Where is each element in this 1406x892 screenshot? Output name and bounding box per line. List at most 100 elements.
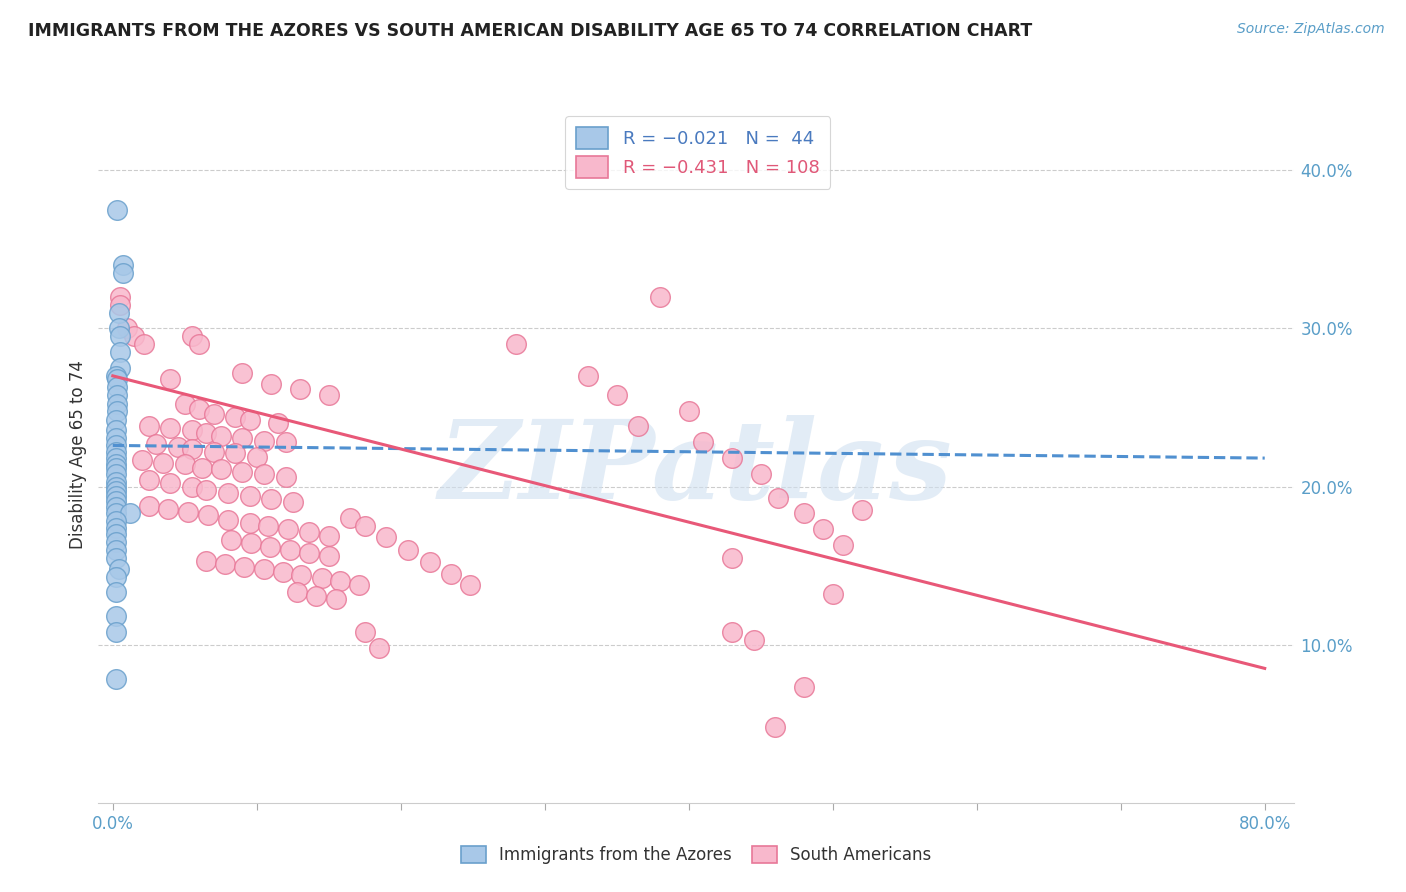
Point: [105, 403, 128, 417]
Y-axis label: Disability Age 65 to 74: Disability Age 65 to 74: [69, 360, 87, 549]
Point: [104, 423, 127, 437]
Point: [260, 376, 283, 391]
Point: [505, 337, 527, 351]
Point: [353, 519, 375, 533]
Point: [181, 479, 204, 493]
Point: [231, 466, 253, 480]
Point: [138, 499, 160, 513]
Point: [257, 519, 280, 533]
Point: [793, 681, 815, 695]
Point: [111, 258, 134, 272]
Point: [298, 525, 321, 540]
Point: [793, 507, 815, 521]
Point: [606, 388, 628, 402]
Point: [219, 533, 242, 548]
Point: [318, 528, 340, 542]
Point: [851, 503, 873, 517]
Point: [115, 321, 138, 335]
Point: [648, 290, 671, 304]
Point: [181, 329, 204, 343]
Point: [259, 540, 281, 554]
Point: [396, 542, 419, 557]
Point: [329, 574, 352, 589]
Point: [749, 467, 772, 481]
Point: [246, 450, 269, 464]
Point: [104, 438, 127, 452]
Point: [107, 562, 129, 576]
Point: [173, 458, 195, 472]
Point: [104, 458, 127, 472]
Point: [339, 511, 361, 525]
Point: [104, 475, 127, 489]
Point: [239, 413, 262, 427]
Point: [108, 298, 131, 312]
Point: [274, 435, 297, 450]
Point: [811, 522, 834, 536]
Point: [104, 444, 127, 458]
Point: [195, 554, 218, 568]
Point: [173, 397, 195, 411]
Point: [311, 571, 333, 585]
Point: [104, 514, 127, 528]
Point: [191, 460, 214, 475]
Point: [138, 473, 160, 487]
Point: [105, 388, 128, 402]
Point: [104, 413, 127, 427]
Point: [104, 430, 127, 444]
Point: [721, 625, 744, 640]
Point: [239, 516, 262, 530]
Point: [209, 462, 232, 476]
Point: [195, 425, 218, 440]
Point: [214, 557, 236, 571]
Point: [181, 442, 204, 456]
Point: [104, 534, 127, 549]
Point: [288, 382, 311, 396]
Point: [104, 585, 127, 599]
Point: [104, 570, 127, 584]
Point: [152, 456, 174, 470]
Point: [159, 421, 181, 435]
Point: [766, 491, 789, 505]
Point: [318, 549, 340, 563]
Point: [104, 489, 127, 503]
Point: [104, 460, 127, 475]
Point: [105, 397, 128, 411]
Point: [368, 640, 391, 655]
Point: [260, 492, 283, 507]
Point: [108, 345, 131, 359]
Point: [231, 430, 253, 444]
Point: [274, 470, 297, 484]
Legend: Immigrants from the Azores, South Americans: Immigrants from the Azores, South Americ…: [454, 839, 938, 871]
Point: [353, 625, 375, 640]
Text: Source: ZipAtlas.com: Source: ZipAtlas.com: [1237, 22, 1385, 37]
Point: [105, 372, 128, 386]
Point: [156, 501, 179, 516]
Point: [104, 609, 127, 624]
Point: [821, 587, 844, 601]
Point: [104, 507, 127, 521]
Point: [202, 407, 225, 421]
Point: [104, 673, 127, 687]
Point: [104, 484, 127, 499]
Point: [721, 451, 744, 466]
Point: [124, 329, 146, 343]
Point: [197, 508, 219, 522]
Point: [104, 550, 127, 565]
Point: [285, 585, 308, 599]
Point: [440, 566, 463, 581]
Point: [298, 546, 321, 560]
Point: [267, 417, 290, 431]
Point: [458, 577, 481, 591]
Point: [131, 452, 153, 467]
Point: [104, 527, 127, 541]
Point: [231, 366, 253, 380]
Point: [104, 542, 127, 557]
Point: [318, 388, 340, 402]
Point: [281, 495, 304, 509]
Point: [145, 437, 167, 451]
Point: [209, 429, 232, 443]
Point: [271, 565, 294, 579]
Text: ZIPatlas: ZIPatlas: [439, 415, 953, 523]
Point: [108, 290, 131, 304]
Point: [108, 360, 131, 375]
